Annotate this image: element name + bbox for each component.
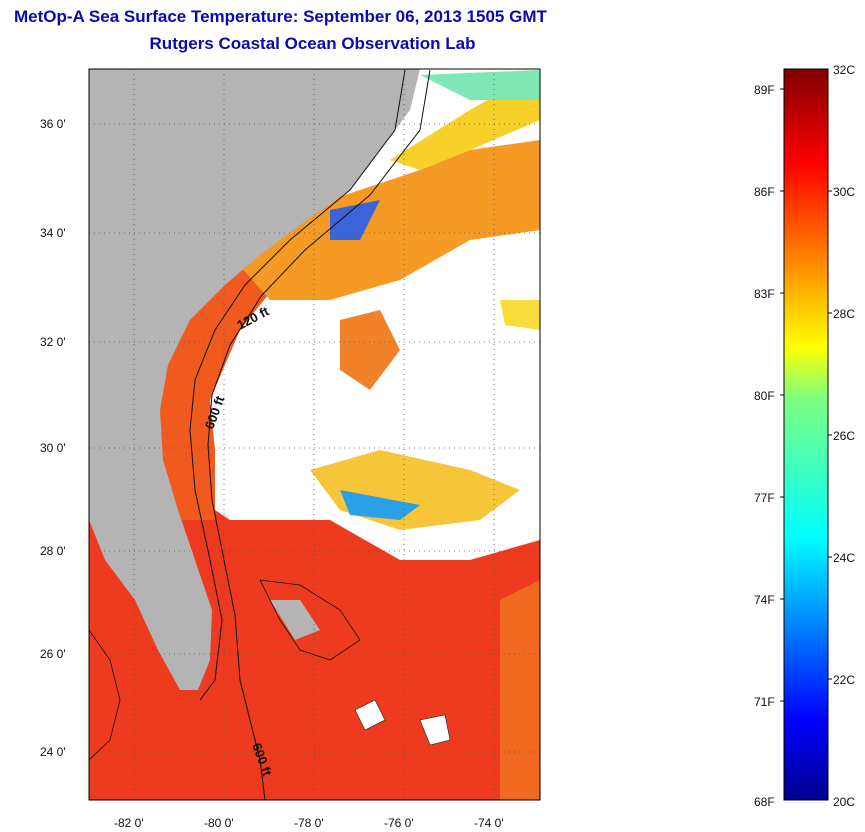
cb-f-89: 89F: [754, 83, 775, 97]
lon-label-74: -74 0': [474, 816, 504, 830]
sst-southeast: [500, 580, 540, 800]
lat-label-30: 30 0': [40, 441, 66, 455]
cb-f-86: 86F: [754, 185, 775, 199]
lon-label-78: -78 0': [294, 816, 324, 830]
isobath-600ft: [207, 69, 431, 800]
lat-label-26: 26 0': [40, 647, 66, 661]
cb-c-30: 30C: [833, 185, 856, 199]
lat-label-24: 24 0': [40, 745, 66, 759]
cb-f-71: 71F: [754, 695, 775, 709]
lat-label-36: 36 0': [40, 117, 66, 131]
cb-f-68: 68F: [754, 795, 775, 809]
cb-f-77: 77F: [754, 491, 775, 505]
isobath-bank: [259, 579, 361, 661]
lon-label-80: -80 0': [204, 816, 234, 830]
island-2: [354, 699, 386, 731]
sst-cool-patch: [330, 200, 380, 240]
island-3: [419, 714, 451, 746]
cb-c-20: 20C: [833, 795, 856, 809]
lat-label-32: 32 0': [40, 335, 66, 349]
lat-label-28: 28 0': [40, 544, 66, 558]
land-mass: [89, 69, 420, 690]
island-1: [270, 600, 320, 640]
colorbar-ticks: [780, 88, 832, 702]
cb-c-26: 26C: [833, 429, 856, 443]
cb-f-80: 80F: [754, 389, 775, 403]
cb-f-74: 74F: [754, 593, 775, 607]
sst-patch-1: [340, 310, 400, 390]
lon-label-76: -76 0': [384, 816, 414, 830]
map-grid: [89, 69, 540, 800]
colorbar: [783, 68, 829, 801]
lon-label-82: -82 0': [114, 816, 144, 830]
map-subtitle: Rutgers Coastal Ocean Observation Lab: [149, 34, 476, 53]
cb-c-24: 24C: [833, 551, 856, 565]
cb-c-32: 32C: [833, 63, 856, 77]
cb-f-83: 83F: [754, 287, 775, 301]
cb-c-28: 28C: [833, 307, 856, 321]
lat-label-34: 34 0': [40, 226, 66, 240]
sst-patch-2: [500, 300, 540, 330]
map-frame: [88, 68, 541, 801]
sst-north-orange: [230, 140, 540, 300]
cb-c-22: 22C: [833, 673, 856, 687]
isobath-120ft: [189, 69, 406, 701]
map-title: MetOp-A Sea Surface Temperature: Septemb…: [14, 7, 547, 26]
sst-front-cool: [340, 490, 420, 520]
isobath-west: [89, 629, 121, 761]
sst-north-cyan: [420, 70, 540, 100]
